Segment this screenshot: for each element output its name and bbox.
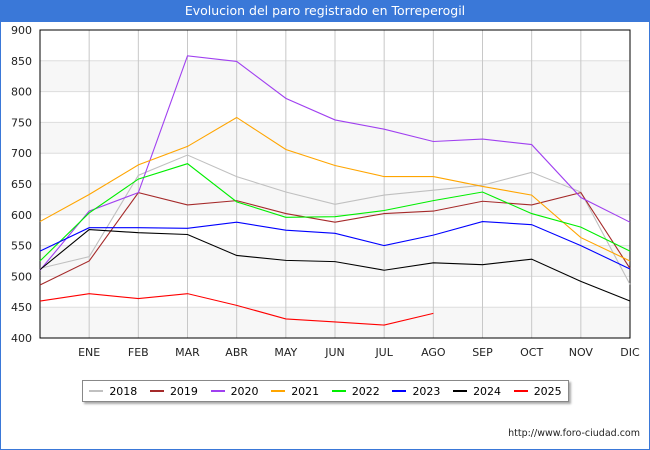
y-tick-label: 450	[11, 301, 32, 314]
y-tick-label: 500	[11, 270, 32, 283]
source-url: http://www.foro-ciudad.com	[508, 428, 640, 439]
x-tick-label: ABR	[225, 346, 248, 359]
series-line-2025	[39, 293, 434, 326]
legend-item-2023: 2023	[392, 385, 440, 398]
legend-item-2020: 2020	[210, 384, 259, 398]
x-tick-label: DIC	[620, 346, 640, 359]
series-line-2022	[39, 163, 631, 262]
x-tick-label: SEP	[472, 346, 493, 359]
legend-swatch	[453, 390, 468, 392]
legend-swatch	[89, 390, 104, 392]
legend-label: 2022	[351, 384, 380, 398]
x-tick-label: NOV	[569, 346, 594, 359]
legend-swatch	[271, 390, 286, 392]
series-line-2023	[39, 221, 631, 270]
legend-item-2021: 2021	[271, 385, 319, 398]
legend-label: 2021	[291, 384, 320, 398]
y-tick-label: 400	[11, 332, 32, 345]
y-tick-label: 750	[11, 116, 32, 129]
chart-title: Evolucion del paro registrado en Torrepe…	[0, 0, 650, 22]
legend-swatch	[392, 390, 407, 392]
legend: 2018 2019 2020 2021 2022 2023 2024 2025	[82, 380, 569, 402]
x-tick-label: MAR	[175, 346, 200, 359]
legend-label: 2019	[169, 384, 198, 398]
legend-swatch	[149, 390, 164, 392]
legend-swatch	[210, 390, 225, 392]
x-tick-label: ENE	[78, 346, 100, 359]
y-tick-label: 650	[11, 178, 32, 191]
y-tick-label: 700	[11, 147, 32, 160]
x-tick-label: AGO	[421, 346, 446, 359]
legend-label: 2020	[230, 384, 259, 398]
legend-label: 2025	[533, 384, 562, 398]
legend-label: 2018	[109, 384, 138, 398]
y-tick-label: 800	[11, 86, 32, 99]
legend-label: 2024	[473, 384, 502, 398]
legend-label: 2023	[412, 384, 441, 398]
x-tick-label: MAY	[274, 346, 297, 359]
legend-item-2019: 2019	[149, 384, 198, 398]
legend-item-2022: 2022	[331, 384, 380, 398]
y-tick-label: 900	[11, 24, 32, 37]
series-line-2021	[39, 116, 631, 262]
series-line-2018	[39, 154, 631, 285]
series-line-2024	[39, 229, 631, 302]
x-tick-label: JUL	[374, 346, 393, 359]
y-tick-label: 550	[11, 240, 32, 253]
y-tick-label: 850	[11, 55, 32, 68]
y-tick-label: 600	[11, 209, 32, 222]
x-tick-label: FEB	[128, 346, 149, 359]
x-tick-label: OCT	[520, 346, 543, 359]
legend-item-2018: 2018	[89, 385, 137, 398]
legend-item-2024: 2024	[453, 385, 501, 398]
legend-swatch	[513, 390, 528, 392]
legend-item-2025: 2025	[513, 384, 562, 398]
plot-border	[39, 29, 631, 339]
legend-swatch	[331, 390, 346, 392]
x-tick-label: JUN	[324, 346, 345, 359]
series-line-2020	[39, 55, 631, 271]
